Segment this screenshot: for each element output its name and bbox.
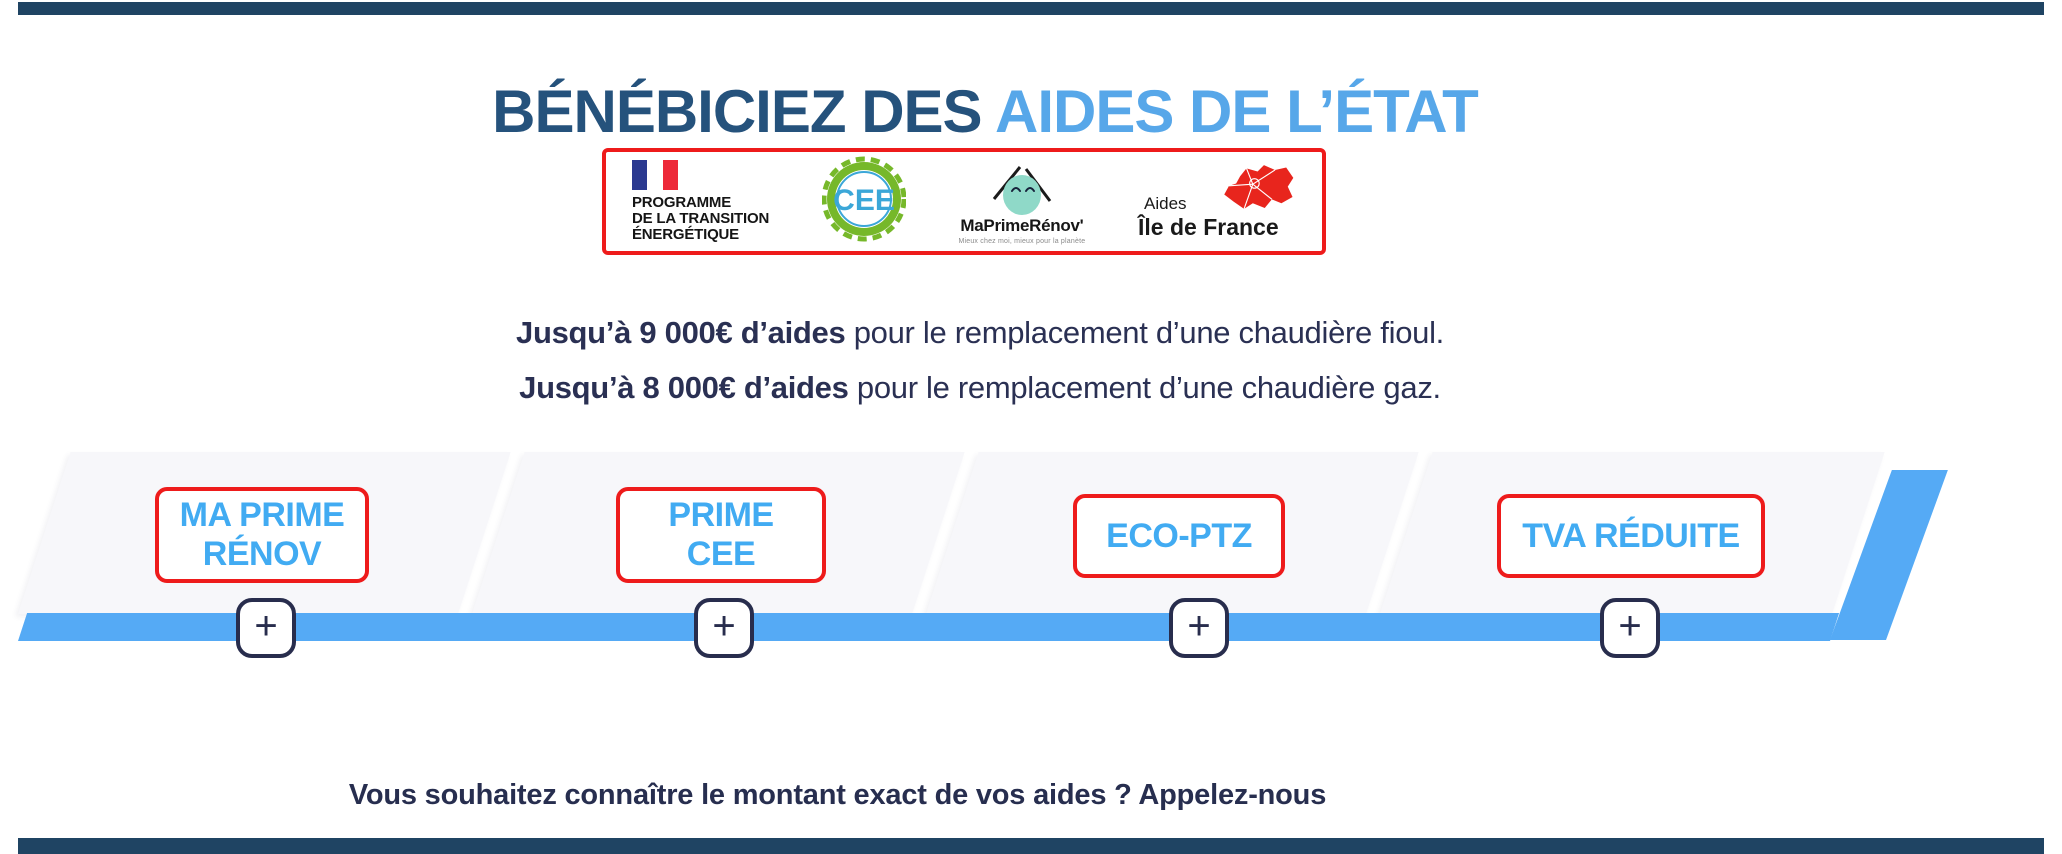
aid-amount-line-gaz: Jusqu’à 8 000€ d’aides pour le remplacem… <box>0 370 1960 406</box>
aid-box-label-line: RÉNOV <box>202 535 322 573</box>
idf-aides-label: Aides <box>1144 193 1187 213</box>
aid-box-tva-reduite[interactable]: TVA RÉDUITE <box>1497 494 1765 578</box>
aides-ile-de-france-logo: Aides Île de France <box>1138 156 1296 248</box>
call-us-cta-text: Vous souhaitez connaître le montant exac… <box>348 779 1327 811</box>
programme-line-3: ÉNERGÉTIQUE <box>632 226 739 243</box>
maprimerenov-house-icon <box>992 165 1052 215</box>
page-title: BÉNÉBICIEZ DES AIDES DE L’ÉTAT <box>0 76 1970 148</box>
maprimerenov-logo: MaPrimeRénov' Mieux chez moi, mieux pour… <box>958 159 1085 245</box>
aid-box-ma-prime-renov[interactable]: MA PRIME RÉNOV <box>155 487 369 583</box>
top-divider-bar <box>18 2 2044 15</box>
aid-box-label-line: CEE <box>686 535 756 573</box>
maprimerenov-label: MaPrimeRénov' <box>960 215 1084 235</box>
aid-amount-bold-fioul: Jusqu’à 9 000€ d’aides <box>516 315 846 350</box>
page-title-accent: AIDES DE L’ÉTAT <box>995 78 1479 146</box>
aid-box-label-line: MA PRIME <box>179 496 345 534</box>
cee-badge-text: CEE <box>833 184 895 217</box>
expand-button-ma-prime-renov[interactable]: + <box>236 598 296 658</box>
aid-box-label-line: PRIME <box>668 496 774 534</box>
aid-amount-line-fioul: Jusqu’à 9 000€ d’aides pour le remplacem… <box>0 315 1960 351</box>
aid-box-eco-ptz[interactable]: ECO-PTZ <box>1073 494 1285 578</box>
programme-transition-energetique-logo: PROGRAMME DE LA TRANSITION ÉNERGÉTIQUE <box>632 160 769 243</box>
cee-badge-icon: CEE <box>821 155 907 248</box>
expand-button-tva-reduite[interactable]: + <box>1600 598 1660 658</box>
programme-line-2: DE LA TRANSITION <box>632 210 770 227</box>
aid-box-prime-cee[interactable]: PRIME CEE <box>616 487 826 583</box>
page-title-dark: BÉNÉBICIEZ DES <box>492 78 996 146</box>
expand-button-eco-ptz[interactable]: + <box>1169 598 1229 658</box>
partner-logos-banner: PROGRAMME DE LA TRANSITION ÉNERGÉTIQUE C… <box>602 148 1326 255</box>
aid-amount-bold-gaz: Jusqu’à 8 000€ d’aides <box>519 370 849 405</box>
maprimerenov-tagline: Mieux chez moi, mieux pour la planète <box>958 237 1086 245</box>
aid-box-label-line: ECO-PTZ <box>1106 516 1252 555</box>
bottom-divider-bar <box>18 838 2044 854</box>
expand-button-prime-cee[interactable]: + <box>694 598 754 658</box>
aid-amount-rest-fioul: pour le remplacement d’une chaudière fio… <box>845 315 1445 350</box>
french-flag-icon <box>632 160 678 190</box>
idf-region-label: Île de France <box>1138 213 1279 240</box>
aid-box-label-line: TVA RÉDUITE <box>1522 516 1740 555</box>
ile-de-france-map-icon <box>1224 164 1294 209</box>
programme-line-1: PROGRAMME <box>632 194 732 211</box>
aid-amount-rest-gaz: pour le remplacement d’une chaudière gaz… <box>848 370 1441 405</box>
